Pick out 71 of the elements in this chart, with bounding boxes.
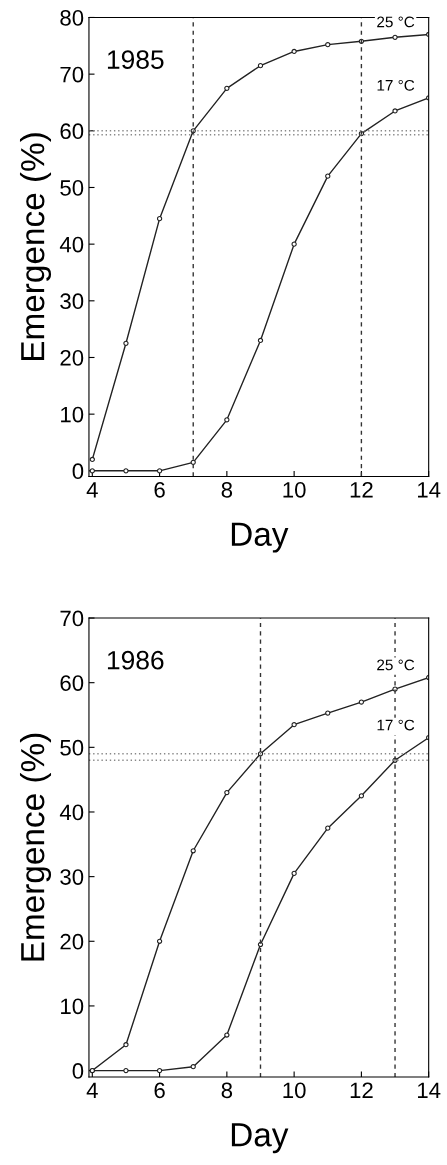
y-tick-label: 30 xyxy=(60,869,84,885)
point xyxy=(257,63,264,69)
point xyxy=(156,938,163,944)
y-tick-label: 20 xyxy=(60,350,84,366)
point xyxy=(224,85,230,91)
annotation: 1986 xyxy=(107,650,164,670)
y-tick-label: 50 xyxy=(60,739,84,756)
x-axis-title: Day xyxy=(231,1123,289,1154)
y-tick-label: 10 xyxy=(61,406,84,423)
y-tick-label: 20 xyxy=(60,933,84,950)
point xyxy=(156,216,163,222)
y-tick-label: 60 xyxy=(60,123,84,140)
y-tick-label: 10 xyxy=(61,998,84,1015)
y-tick-label: 60 xyxy=(60,675,84,691)
x-tick-label: 4 xyxy=(86,1082,98,1099)
x-tick-label: 8 xyxy=(221,1082,233,1099)
y-tick-label: 70 xyxy=(60,66,84,83)
point xyxy=(392,34,398,40)
x-tick-label: 8 xyxy=(221,481,233,498)
point xyxy=(325,42,331,48)
y-tick-label: 30 xyxy=(60,293,84,310)
point xyxy=(257,941,264,948)
point xyxy=(190,1064,196,1070)
y-axis-title: Emergence (%) xyxy=(19,133,52,361)
annotation: 1985 xyxy=(107,50,164,69)
point xyxy=(291,722,297,728)
point xyxy=(89,456,95,463)
series-label: 17 °C xyxy=(377,79,415,91)
y-tick-label: 40 xyxy=(59,804,84,821)
y-tick-label: 70 xyxy=(60,610,84,627)
x-tick-label: 14 xyxy=(418,1082,441,1099)
x-axis-title: Day xyxy=(231,522,289,553)
x-tick-label: 12 xyxy=(350,1082,373,1099)
point xyxy=(358,699,365,705)
series-label: 25 °C xyxy=(377,659,415,671)
y-tick-label: 0 xyxy=(72,1063,84,1079)
point xyxy=(358,793,365,799)
point xyxy=(257,751,264,757)
point xyxy=(123,340,129,346)
x-tick-label: 10 xyxy=(283,1082,306,1099)
point xyxy=(392,108,398,114)
point xyxy=(257,337,264,344)
point xyxy=(224,789,230,796)
x-tick-label: 6 xyxy=(154,481,165,498)
point xyxy=(123,1067,129,1074)
x-tick-label: 14 xyxy=(418,482,441,498)
point xyxy=(291,48,297,55)
point xyxy=(156,468,163,474)
point xyxy=(224,417,230,423)
point xyxy=(325,710,331,716)
series-label: 25 °C xyxy=(377,16,415,28)
x-tick-label: 12 xyxy=(350,481,373,498)
y-tick-label: 40 xyxy=(59,236,84,253)
point xyxy=(190,848,196,854)
point xyxy=(123,1042,129,1048)
y-tick-label: 80 xyxy=(60,10,84,26)
series-label: 17 °C xyxy=(377,719,415,731)
x-tick-label: 4 xyxy=(86,482,98,498)
point xyxy=(123,468,129,474)
point xyxy=(325,825,331,831)
point xyxy=(291,241,297,247)
point xyxy=(224,1032,230,1038)
point xyxy=(325,173,331,179)
x-tick-label: 6 xyxy=(154,1082,165,1099)
y-axis-title: Emergence (%) xyxy=(19,733,52,961)
x-tick-label: 10 xyxy=(283,481,306,498)
point xyxy=(190,459,196,465)
y-tick-label: 50 xyxy=(60,180,84,196)
point xyxy=(291,870,297,877)
point xyxy=(156,1067,163,1074)
y-tick-label: 0 xyxy=(72,463,84,480)
